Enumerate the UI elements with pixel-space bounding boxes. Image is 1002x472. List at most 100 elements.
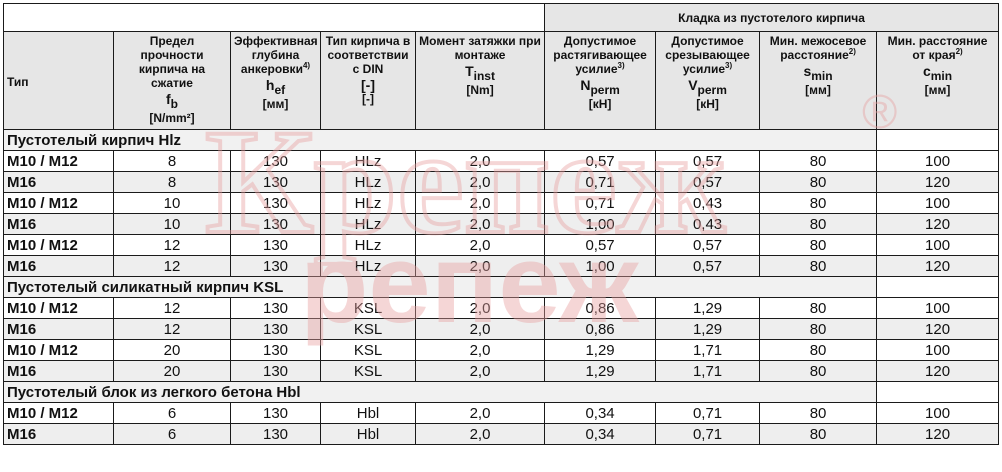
table-cell: 80 [759,192,878,214]
table-cell: 80 [759,360,878,382]
cell-type: M16 [3,213,114,235]
table-cell: 6 [113,402,231,424]
header-col-symbol: fb [117,92,227,111]
table-cell: 80 [759,297,878,319]
table-cell: 10 [113,192,231,214]
table-cell: HLz [320,213,416,235]
table-cell: 120 [876,318,1000,340]
header-col-label: Допустимое срезывающее усилие [665,34,750,76]
header-col-label: Тип кирпича в соответствии с DIN [325,34,411,76]
table-cell: 2,0 [414,150,546,172]
symbol-subscript: perm [697,82,727,97]
header-col-label: Допустимое растягивающее усилие [553,34,647,76]
table-row: M16 20 130 KSL 2,0 1,29 1,71 80 120 [3,360,1000,382]
table-cell: 0,57 [544,234,657,256]
table-cell: 2,0 [414,297,546,319]
header-col-type: Тип [3,31,114,130]
table-cell: 120 [876,255,1000,277]
cell-type: M16 [3,171,114,193]
table-cell: 2,0 [414,402,546,424]
table-cell: 0,86 [544,318,657,340]
table-cell: 2,0 [414,192,546,214]
table-cell: 2,0 [414,255,546,277]
header-col-5: Допустимое растягивающее усилие3) Nperm [к… [544,31,657,130]
header-col-note: 4) [302,61,311,70]
table-cell: HLz [320,171,416,193]
table-cell: HLz [320,192,416,214]
header-col-unit: [-] [362,92,374,106]
header-col-label: Момент затяжки при монтаже [419,34,541,62]
table-cell: 0,71 [544,192,657,214]
table-cell: 1,29 [655,297,761,319]
cell-type: M10 / M12 [3,234,114,256]
table-cell: 2,0 [414,318,546,340]
symbol-letter: V [688,77,698,93]
table-cell: 1,71 [655,339,761,361]
header-col-symbol: smin [763,64,873,83]
table-cell: 130 [230,360,321,382]
table-cell: 80 [759,213,878,235]
header-col-symbol: Nperm [548,78,652,97]
header-col-unit: [мм] [924,82,951,97]
table-row: M10 / M12 12 130 KSL 2,0 0,86 1,29 80 100 [3,297,1000,319]
header-col-label: Предел прочности кирпича на сжатие [138,34,206,90]
table-cell: 100 [876,402,1000,424]
header-group-title: Кладка из пустотелого кирпича [544,3,1000,32]
symbol-letter: c [922,63,931,79]
table-cell: 80 [759,234,878,256]
symbol-subscript: b [170,96,178,111]
symbol-subscript: min [811,68,833,83]
table-cell: 100 [876,192,1000,214]
cell-type: M10 / M12 [3,297,114,319]
table-cell: 20 [113,360,231,382]
table-cell: 8 [113,171,231,193]
table-cell: 1,29 [544,339,657,361]
section-row: Пустотелый кирпич Hlz [2,129,1000,151]
header-col-symbol: hef [234,78,317,97]
header-col-label: Мин. расстояние от края [887,34,988,62]
header-col-symbol: Vperm [659,78,756,97]
table-cell: 130 [230,171,321,193]
table-cell: Hbl [320,402,416,424]
cell-type: M16 [3,318,114,340]
table-cell: 12 [113,297,231,319]
table-cell: 12 [113,318,231,340]
table-cell: 0,34 [544,402,657,424]
table-cell: 1,71 [655,360,761,382]
header-col-2: Эффективная глубина анкеровки4) hef [мм] [230,31,321,130]
table-cell: 100 [876,297,1000,319]
symbol-letter: s [803,63,812,79]
table-cell: 2,0 [414,234,546,256]
header-col-note: 2) [848,47,856,56]
section-blank-cell [876,129,1000,151]
table-cell: 80 [759,339,878,361]
table-row: M16 6 130 Hbl 2,0 0,34 0,71 80 120 [3,423,1000,445]
table-row: M10 / M12 12 130 HLz 2,0 0,57 0,57 80 100 [3,234,1000,256]
symbol-letter: N [580,77,591,93]
header-col-label: Тип [7,74,29,89]
header-col-note: 2) [955,47,963,56]
symbol-subscript: min [930,68,953,83]
header-col-unit: [мм] [805,82,831,97]
table-cell: 120 [876,423,1000,445]
table-cell: 12 [113,255,231,277]
table-row: M16 8 130 HLz 2,0 0,71 0,57 80 120 [3,171,1000,193]
table-cell: 0,34 [544,423,657,445]
cell-type: M10 / M12 [3,192,114,214]
table-cell: 2,0 [414,213,546,235]
table-cell: 80 [759,150,878,172]
table-cell: 100 [876,339,1000,361]
header-col-8: Мин. расстояние от края2) cmin [мм] [876,31,1000,130]
cell-type: M16 [3,423,114,445]
header-col-symbol: Tinst [419,64,541,83]
header-col-note: 3) [725,61,733,70]
header-col-unit: [кН] [696,96,719,111]
symbol-subscript: perm [590,82,620,97]
symbol-subscript: ef [274,82,286,97]
anchor-spec-table: Кладка из пустотелого кирпича Тип Предел … [2,3,1000,445]
table-row: M16 12 130 KSL 2,0 0,86 1,29 80 120 [3,318,1000,340]
header-col-label: Эффективная глубина анкеровки [234,34,318,76]
table-cell: 80 [759,171,878,193]
table-cell: 1,29 [655,318,761,340]
cell-type: M16 [3,255,114,277]
